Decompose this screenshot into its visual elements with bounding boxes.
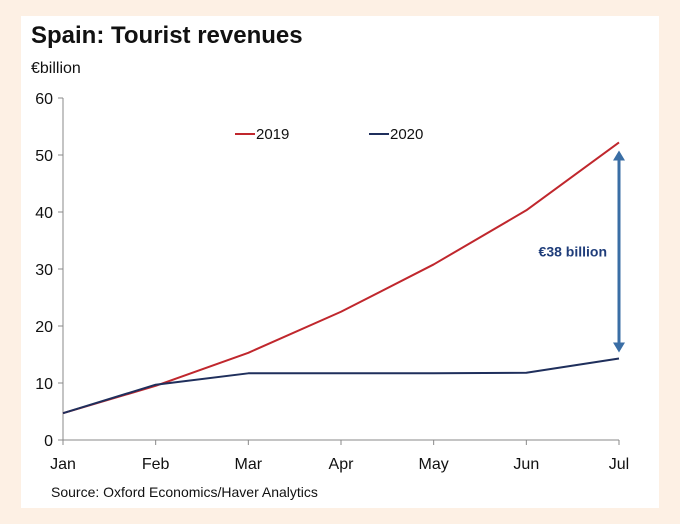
y-tick-label: 30 [35, 262, 53, 279]
x-tick-label: Jun [513, 456, 539, 473]
series-line-2020 [62, 357, 620, 415]
legend-label-2020: 2020 [390, 126, 423, 143]
x-tick-label: Jan [50, 456, 76, 473]
source-note: Source: Oxford Economics/Haver Analytics [51, 484, 318, 500]
x-tick-label: Jul [609, 456, 629, 473]
series-line-2019 [62, 141, 620, 415]
x-tick-label: Feb [142, 456, 170, 473]
y-tick-label: 50 [35, 148, 53, 165]
annotation-arrow-head-bottom [613, 342, 625, 353]
x-tick-label: May [419, 456, 449, 473]
x-tick-label: Mar [235, 456, 263, 473]
y-tick-label: 40 [35, 205, 53, 222]
line-chart: 0 10 20 30 40 50 60 Jan Feb Mar Apr May Jun Jul 2019 20… [35, 91, 629, 473]
legend-label-2019: 2019 [256, 126, 289, 143]
y-tick-label: 10 [35, 376, 53, 393]
annotation-label: €38 billion [539, 243, 607, 259]
x-tick-label: Apr [329, 456, 355, 473]
chart-card: Spain: Tourist revenues €billion 0 10 20 30… [21, 16, 659, 508]
annotation-arrow-head-top [613, 150, 625, 161]
y-axis-unit-label: €billion [31, 60, 81, 77]
y-tick-label: 60 [35, 91, 53, 108]
chart-title: Spain: Tourist revenues [31, 22, 303, 49]
y-tick-label: 0 [44, 433, 53, 450]
y-tick-label: 20 [35, 319, 53, 336]
